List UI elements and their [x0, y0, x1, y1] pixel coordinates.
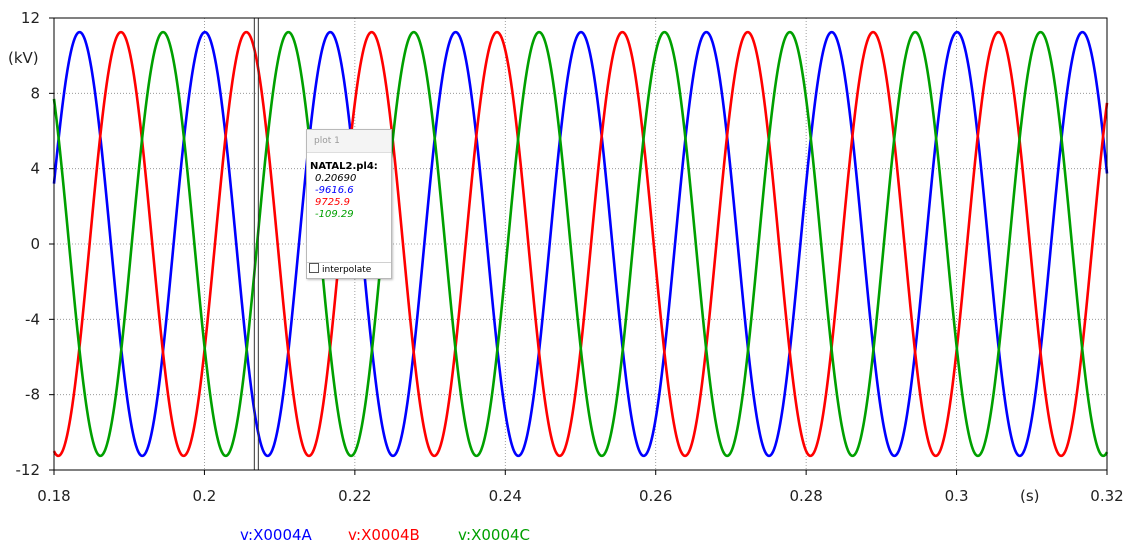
x-tick-label: 0.28 [789, 487, 822, 505]
y-axis-unit-label: (kV) [8, 49, 39, 67]
x-tick-label: 0.18 [37, 487, 70, 505]
legend-entry-1[interactable]: v:X0004A [240, 526, 313, 544]
x-tick-label: 0.2 [192, 487, 216, 505]
y-axis-ticks: 12 8 4 0 -4 -8 -12 [16, 9, 54, 479]
panel-title[interactable]: plot 1 [307, 130, 391, 153]
interpolate-label: interpolate [322, 265, 372, 275]
y-tick-label: -8 [25, 386, 40, 404]
cursor-layer[interactable] [253, 18, 259, 470]
cursor-value-b: 9725.9 [315, 197, 350, 208]
y-tick-label: 8 [30, 84, 40, 102]
cursor-value-c: -109.29 [315, 209, 354, 220]
x-tick-label: 0.24 [489, 487, 522, 505]
x-tick-label: 0.26 [639, 487, 672, 505]
y-tick-label: 4 [30, 160, 40, 178]
interpolate-checkbox[interactable] [309, 263, 319, 273]
series-layer [52, 30, 1109, 458]
cursor-value-a: -9616.6 [315, 185, 354, 196]
panel-footer: interpolate [307, 262, 391, 278]
y-tick-label: 12 [21, 9, 40, 27]
panel-file-name: NATAL2.pl4: [310, 161, 378, 172]
y-tick-label: -4 [25, 310, 40, 328]
y-tick-label: 0 [30, 235, 40, 253]
y-tick-label: -12 [16, 461, 41, 479]
legend-entry-3[interactable]: v:X0004C [458, 526, 530, 544]
x-tick-label: 0.32 [1090, 487, 1123, 505]
series-line-2 [52, 30, 1109, 458]
legend[interactable]: v:X0004A v:X0004B v:X0004C [240, 526, 530, 544]
cursor-readout-panel[interactable]: plot 1 NATAL2.pl4: 0.20690 -9616.6 9725.… [306, 129, 392, 279]
legend-entry-2[interactable]: v:X0004B [348, 526, 420, 544]
series-line-3 [52, 30, 1109, 458]
x-axis-unit-label: (s) [1020, 487, 1040, 505]
cursor-time-value: 0.20690 [315, 173, 357, 184]
x-axis-ticks: 0.18 0.2 0.22 0.24 0.26 0.28 0.3 0.32 [37, 470, 1124, 505]
series-line-1 [52, 30, 1109, 458]
panel-body: NATAL2.pl4: 0.20690 -9616.6 9725.9 -109.… [307, 153, 391, 221]
x-tick-label: 0.22 [338, 487, 371, 505]
x-tick-label: 0.3 [945, 487, 969, 505]
